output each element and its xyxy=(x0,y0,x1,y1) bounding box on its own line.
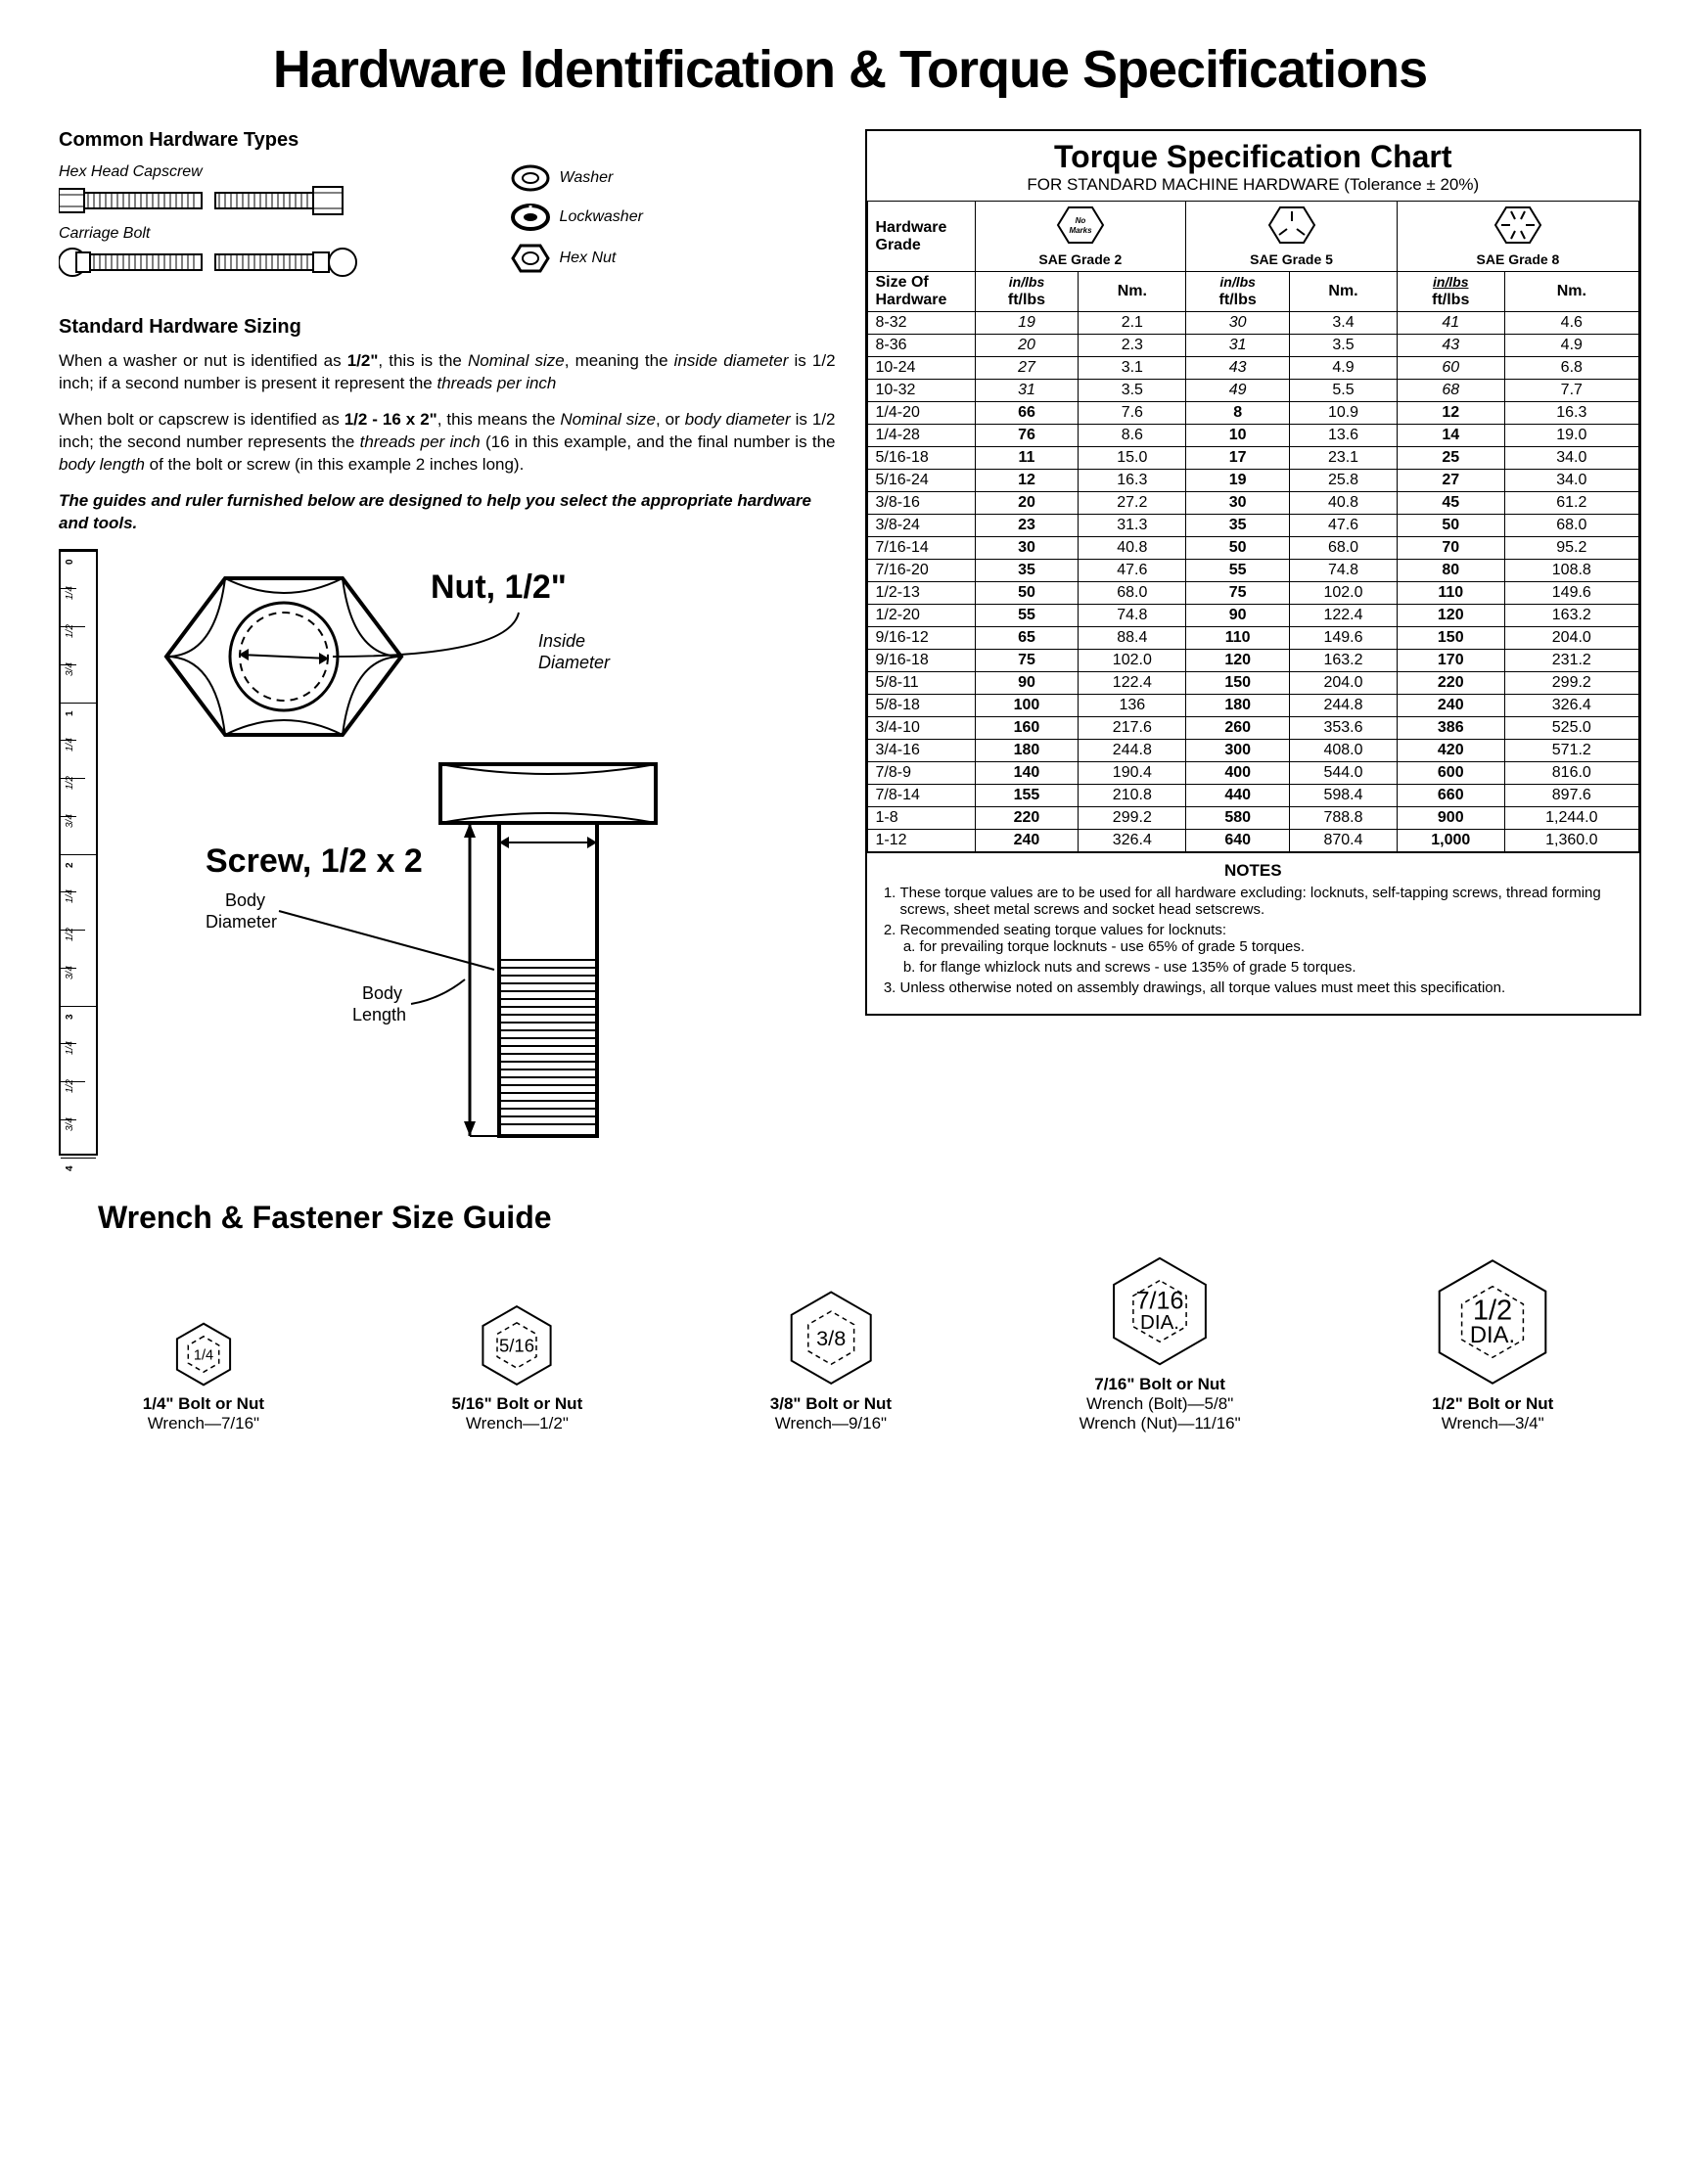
svg-text:Body: Body xyxy=(362,983,402,1003)
torque-row: 1/4-20667.6810.91216.3 xyxy=(867,402,1639,425)
torque-row: 10-32313.5495.5687.7 xyxy=(867,380,1639,402)
nut-screw-diagram: Nut, 1/2" Inside Diameter Screw, 1/2 x 2… xyxy=(108,549,714,1156)
page-title: Hardware Identification & Torque Specifi… xyxy=(59,39,1641,100)
torque-row: 7/8-9140190.4400544.0600816.0 xyxy=(867,762,1639,785)
torque-chart: Torque Specification Chart FOR STANDARD … xyxy=(865,129,1642,1016)
ruler: 01/41/23/411/41/23/421/41/23/431/41/23/4… xyxy=(59,549,98,1156)
svg-text:Marks: Marks xyxy=(1069,226,1092,235)
svg-text:Diameter: Diameter xyxy=(538,653,611,672)
note-2b: for flange whizlock nuts and screws - us… xyxy=(920,959,1627,976)
grade2-head-icon: NoMarks xyxy=(1056,204,1105,247)
note-1: These torque values are to be used for a… xyxy=(900,885,1627,918)
torque-row: 5/8-1190122.4150204.0220299.2 xyxy=(867,672,1639,695)
hex-diagram-icon: 1/2DIA. xyxy=(1428,1257,1557,1387)
grade8-head-icon xyxy=(1493,204,1542,247)
hex-diagram-icon: 7/16DIA. xyxy=(1104,1255,1216,1367)
torque-row: 1/4-28768.61013.61419.0 xyxy=(867,425,1639,447)
torque-row: 8-36202.3313.5434.9 xyxy=(867,335,1639,357)
svg-text:Nut, 1/2": Nut, 1/2" xyxy=(431,569,567,606)
wrench-item: 1/4 1/4" Bolt or NutWrench—7/16" xyxy=(143,1322,264,1433)
torque-row: 1/2-135068.075102.0110149.6 xyxy=(867,582,1639,605)
hex-capscrew-label: Hex Head Capscrew xyxy=(59,163,482,181)
lockwasher-label: Lockwasher xyxy=(560,208,643,226)
hexnut-icon xyxy=(511,242,550,275)
bolt-label: 1/4" Bolt or Nut xyxy=(143,1394,264,1414)
wrench-label: Wrench—3/4" xyxy=(1428,1414,1557,1433)
svg-text:1/4: 1/4 xyxy=(194,1347,213,1363)
washer-icon xyxy=(511,163,550,193)
wrench-label: Wrench—9/16" xyxy=(770,1414,892,1433)
wrench-label: Wrench—1/2" xyxy=(452,1414,583,1433)
col-hw-grade: Hardware Grade xyxy=(867,202,975,272)
hex-diagram-icon: 5/16 xyxy=(476,1304,558,1387)
grade5-head-icon xyxy=(1267,204,1316,247)
common-hw-heading: Common Hardware Types xyxy=(59,129,836,152)
note-2a: for prevailing torque locknuts - use 65%… xyxy=(920,938,1627,955)
torque-row: 1-8220299.2580788.89001,244.0 xyxy=(867,807,1639,830)
torque-row: 8-32192.1303.4414.6 xyxy=(867,312,1639,335)
torque-title: Torque Specification Chart xyxy=(867,131,1640,175)
sizing-p2: When bolt or capscrew is identified as 1… xyxy=(59,409,836,477)
bolt-label: 5/16" Bolt or Nut xyxy=(452,1394,583,1414)
torque-row: 1-12240326.4640870.41,0001,360.0 xyxy=(867,830,1639,852)
torque-row: 7/8-14155210.8440598.4660897.6 xyxy=(867,785,1639,807)
note-3: Unless otherwise noted on assembly drawi… xyxy=(900,979,1627,996)
svg-text:DIA.: DIA. xyxy=(1470,1322,1515,1348)
torque-row: 3/8-242331.33547.65068.0 xyxy=(867,515,1639,537)
wrench-item: 3/8 3/8" Bolt or NutWrench—9/16" xyxy=(770,1290,892,1433)
hex-diagram-icon: 1/4 xyxy=(171,1322,236,1387)
common-hw-block: Hex Head Capscrew Carriage Bolt xyxy=(59,163,836,287)
torque-row: 5/16-181115.01723.12534.0 xyxy=(867,447,1639,470)
wrench-section: Wrench & Fastener Size Guide 1/4 1/4" Bol… xyxy=(59,1200,1641,1433)
wrench-label-2: Wrench (Nut)—11/16" xyxy=(1080,1414,1241,1433)
torque-row: 5/8-18100136180244.8240326.4 xyxy=(867,695,1639,717)
svg-text:3/8: 3/8 xyxy=(816,1326,846,1350)
wrench-item: 1/2DIA. 1/2" Bolt or NutWrench—3/4" xyxy=(1428,1257,1557,1433)
hexnut-label: Hex Nut xyxy=(560,250,617,267)
wrench-label: Wrench—7/16" xyxy=(143,1414,264,1433)
wrench-item: 5/16 5/16" Bolt or NutWrench—1/2" xyxy=(452,1304,583,1433)
torque-row: 3/8-162027.23040.84561.2 xyxy=(867,492,1639,515)
bolt-label: 7/16" Bolt or Nut xyxy=(1080,1375,1241,1394)
torque-row: 7/16-203547.65574.880108.8 xyxy=(867,560,1639,582)
torque-subtitle: FOR STANDARD MACHINE HARDWARE (Tolerance… xyxy=(867,175,1640,201)
bolt-label: 3/8" Bolt or Nut xyxy=(770,1394,892,1414)
svg-text:No: No xyxy=(1076,216,1086,225)
torque-row: 5/16-241216.31925.82734.0 xyxy=(867,470,1639,492)
svg-text:Diameter: Diameter xyxy=(206,912,277,932)
note-2: Recommended seating torque values for lo… xyxy=(900,922,1627,976)
wrench-item: 7/16DIA. 7/16" Bolt or NutWrench (Bolt)—5… xyxy=(1080,1255,1241,1433)
torque-notes: NOTES These torque values are to be used… xyxy=(867,852,1640,1014)
torque-row: 10-24273.1434.9606.8 xyxy=(867,357,1639,380)
hex-diagram-icon: 3/8 xyxy=(783,1290,879,1386)
svg-text:Screw, 1/2 x 2: Screw, 1/2 x 2 xyxy=(206,842,423,880)
torque-row: 1/2-205574.890122.4120163.2 xyxy=(867,605,1639,627)
svg-text:DIA.: DIA. xyxy=(1140,1311,1179,1334)
wrench-label: Wrench (Bolt)—5/8" xyxy=(1080,1394,1241,1414)
sizing-heading: Standard Hardware Sizing xyxy=(59,316,836,339)
torque-row: 3/4-10160217.6260353.6386525.0 xyxy=(867,717,1639,740)
washer-label: Washer xyxy=(560,169,614,187)
sizing-helper: The guides and ruler furnished below are… xyxy=(59,490,836,535)
lockwasher-icon xyxy=(511,203,550,232)
sizing-p1: When a washer or nut is identified as 1/… xyxy=(59,350,836,395)
svg-text:5/16: 5/16 xyxy=(499,1335,534,1355)
svg-text:Inside: Inside xyxy=(538,631,585,651)
torque-row: 9/16-1875102.0120163.2170231.2 xyxy=(867,650,1639,672)
torque-table: Hardware Grade NoMarks SAE Grade 2 SAE G… xyxy=(867,201,1640,852)
torque-row: 3/4-16180244.8300408.0420571.2 xyxy=(867,740,1639,762)
svg-text:Body: Body xyxy=(225,890,265,910)
wrench-title: Wrench & Fastener Size Guide xyxy=(98,1200,1641,1236)
carriage-bolt-label: Carriage Bolt xyxy=(59,225,482,243)
diagram-block: 01/41/23/411/41/23/421/41/23/431/41/23/4… xyxy=(59,549,836,1160)
bolt-label: 1/2" Bolt or Nut xyxy=(1428,1394,1557,1414)
torque-row: 9/16-126588.4110149.6150204.0 xyxy=(867,627,1639,650)
hex-capscrew-icon xyxy=(59,181,372,220)
carriage-bolt-icon xyxy=(59,243,372,282)
torque-row: 7/16-143040.85068.07095.2 xyxy=(867,537,1639,560)
svg-text:Length: Length xyxy=(352,1005,406,1024)
